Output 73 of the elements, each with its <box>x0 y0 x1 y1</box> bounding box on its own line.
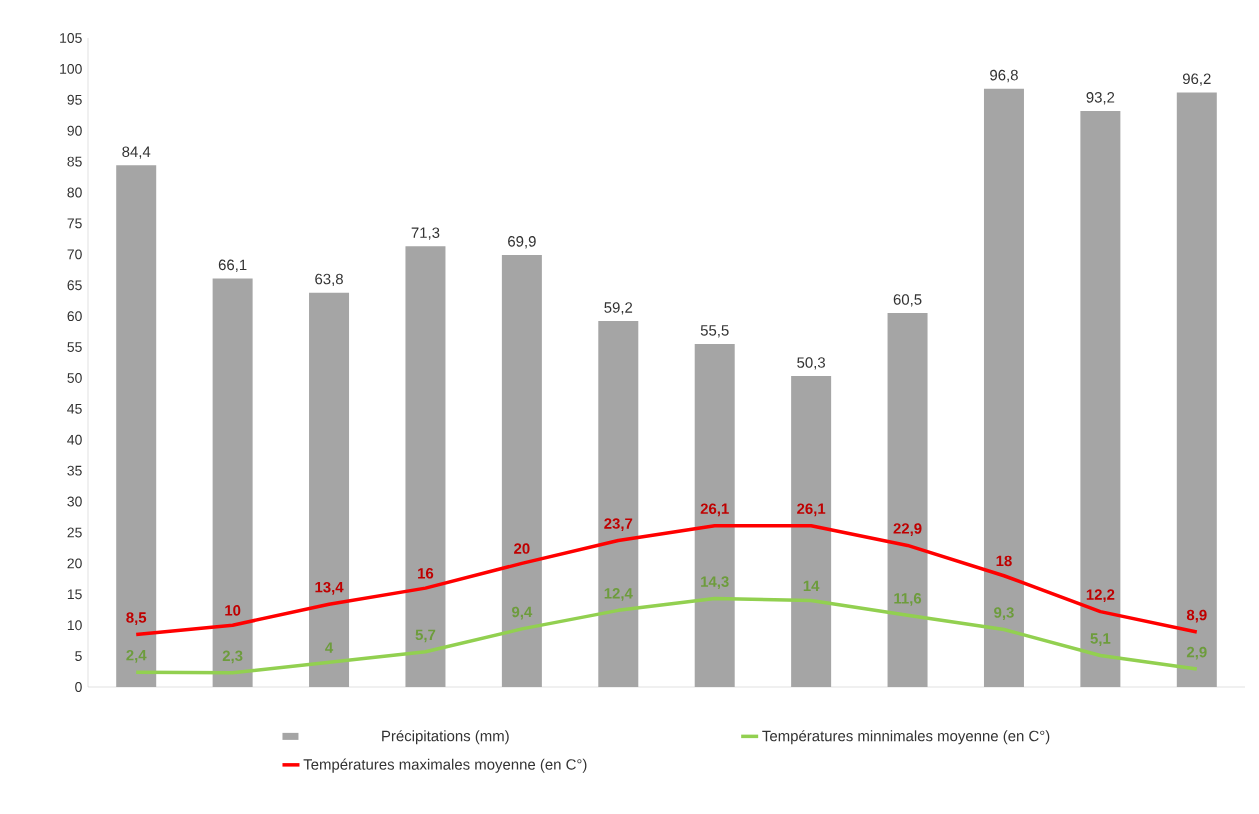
legend-label: Températures maximales moyenne (en C°) <box>303 758 587 773</box>
data-label: 4 <box>325 642 334 653</box>
y-tick-label: 80 <box>67 187 82 198</box>
y-tick-label: 70 <box>67 249 82 260</box>
data-label: 26,1 <box>797 503 826 517</box>
y-tick-label: 105 <box>60 33 82 43</box>
y-tick-label: 40 <box>67 434 82 445</box>
data-label: 71,3 <box>411 227 440 240</box>
data-label: 69,9 <box>508 236 536 249</box>
data-label: 22,9 <box>893 523 922 536</box>
y-tick-label: 35 <box>67 465 82 476</box>
y-tick-label: 25 <box>67 527 82 538</box>
data-label: 23,7 <box>604 518 633 531</box>
y-tick-label: 0 <box>75 682 82 692</box>
text: Précipitations (mm) <box>382 730 509 745</box>
y-tick-label: 75 <box>67 218 82 229</box>
data-label: 8,9 <box>1186 609 1207 623</box>
y-tick-label: 50 <box>67 373 82 383</box>
data-label: 9,4 <box>512 606 533 620</box>
data-label: 93,2 <box>1086 92 1115 105</box>
bar <box>212 278 253 687</box>
bar <box>405 246 446 687</box>
bar <box>116 165 157 687</box>
data-label: 2,9 <box>1186 646 1207 660</box>
data-label: 5,1 <box>1090 633 1111 646</box>
data-label: 20 <box>514 543 530 554</box>
y-tick-label: 100 <box>60 63 82 74</box>
bar <box>983 88 1024 687</box>
bar <box>887 313 928 687</box>
bar <box>791 376 832 687</box>
bar <box>598 321 639 687</box>
data-label: 5,7 <box>415 629 436 643</box>
data-label: 9,3 <box>994 607 1014 620</box>
bar <box>501 254 542 687</box>
y-tick-label: 55 <box>67 342 82 352</box>
y-tick-label: 10 <box>67 620 82 631</box>
bar <box>1080 110 1121 687</box>
data-label: 96,2 <box>1182 73 1211 86</box>
data-label: 16 <box>418 568 434 579</box>
bar <box>309 292 350 687</box>
y-tick-label: 5 <box>75 651 82 661</box>
data-label: 26,1 <box>700 503 729 517</box>
y-tick-label: 85 <box>67 156 82 167</box>
data-label: 55,5 <box>700 325 729 338</box>
data-label: 50,3 <box>797 357 826 370</box>
data-label: 2,3 <box>222 650 243 664</box>
bar <box>694 343 735 687</box>
data-label: 63,8 <box>315 273 343 287</box>
data-label: 84,4 <box>122 146 151 159</box>
data-label: 14 <box>803 580 820 591</box>
data-label: 10 <box>225 605 241 616</box>
data-label: 13,4 <box>315 581 344 595</box>
data-label: 66,1 <box>218 259 247 272</box>
y-tick-label: 45 <box>67 403 82 414</box>
bar <box>1176 92 1217 687</box>
data-label: 12,4 <box>604 588 633 601</box>
data-label: 11,6 <box>894 593 922 606</box>
data-label: 59,2 <box>604 302 633 315</box>
legend-label: Températures minnimales moyenne (en C°) <box>762 730 1050 745</box>
y-tick-label: 15 <box>67 589 82 600</box>
y-tick-label: 60 <box>67 311 82 322</box>
y-tick-label: 30 <box>67 496 82 507</box>
data-label: 2,4 <box>126 649 147 663</box>
y-tick-label: 65 <box>67 280 82 291</box>
data-label: 18 <box>996 555 1012 567</box>
y-tick-label: 20 <box>67 558 82 569</box>
data-label: 14,3 <box>701 576 729 590</box>
data-label: 96,8 <box>990 69 1018 83</box>
y-tick-label: 90 <box>67 125 82 136</box>
data-label: 12,2 <box>1086 589 1115 603</box>
data-label: 60,5 <box>893 294 922 307</box>
y-tick-label: 95 <box>67 94 82 105</box>
data-label: 8,5 <box>126 612 147 625</box>
